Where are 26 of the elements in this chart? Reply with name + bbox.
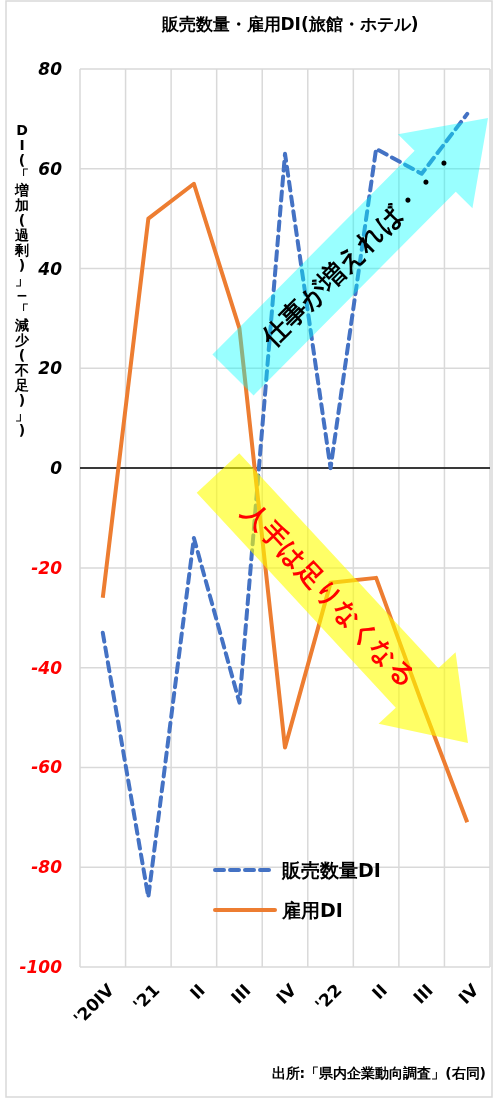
x-tick-label: '22 xyxy=(311,979,346,1015)
x-tick-label: IV xyxy=(454,979,483,1008)
y-tick-label: -80 xyxy=(31,857,63,878)
y-tick-label: -60 xyxy=(31,757,63,778)
x-tick-label: III xyxy=(409,979,437,1008)
y-tick-label: -20 xyxy=(31,557,63,578)
legend-label: 販売数量DI xyxy=(281,858,381,881)
x-tick-label: IV xyxy=(272,979,301,1008)
y-tick-label: -100 xyxy=(19,956,63,977)
x-tick-label: '21 xyxy=(128,979,164,1015)
y-tick-label: 60 xyxy=(38,158,63,179)
x-tick-label: III xyxy=(226,979,255,1008)
y-tick-label: 40 xyxy=(37,258,63,279)
y-tick-label: 80 xyxy=(38,58,63,79)
annotation: 仕事が増えれば・・・ xyxy=(255,144,465,353)
x-tick-label: II xyxy=(185,979,209,1003)
y-tick-label: 20 xyxy=(38,358,63,379)
y-tick-label: -40 xyxy=(31,657,63,678)
chart-title: 販売数量・雇用DI(旅館・ホテル) xyxy=(160,14,419,34)
y-tick-label: 0 xyxy=(50,458,63,479)
text: DI(「増加(過剰)」−「減少(不足)」) xyxy=(15,122,29,438)
legend-label: 雇用DI xyxy=(281,898,343,921)
annotation: 人手は足りなくなる xyxy=(236,496,423,694)
x-tick-label: II xyxy=(368,979,392,1003)
text: 出所:「県内企業動向調査」(右同) xyxy=(271,1065,486,1081)
line-series xyxy=(100,111,470,900)
